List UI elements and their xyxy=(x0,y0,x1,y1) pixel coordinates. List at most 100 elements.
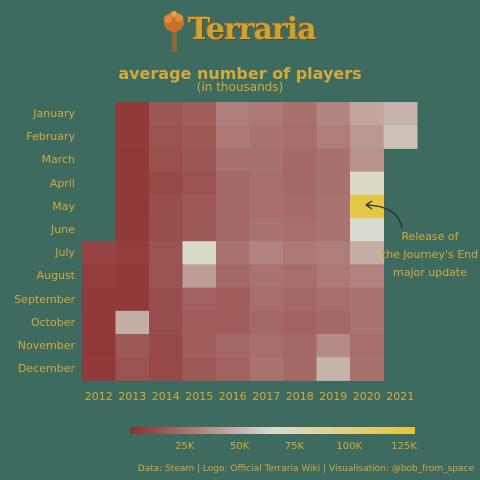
heatmap-cell-2018-june xyxy=(283,218,317,242)
legend-tick-100k: 100K xyxy=(336,441,363,452)
heatmap-cell-2014-april xyxy=(149,171,183,196)
annotation-arrowhead xyxy=(365,200,373,210)
heatmap-cell-2018-march xyxy=(283,148,317,173)
heatmap-cell-2019-december xyxy=(316,357,351,381)
month-label-february: February xyxy=(26,130,75,144)
heatmap-cell-2012-september xyxy=(82,287,116,312)
heatmap-cell-2021-february xyxy=(383,125,418,149)
heatmap-cell-2012-october xyxy=(82,310,116,335)
heatmap-cell-2020-october xyxy=(350,310,384,335)
heatmap-cell-2019-august xyxy=(316,264,351,289)
month-label-november: November xyxy=(17,339,75,352)
heatmap-cell-2016-july xyxy=(216,241,250,265)
heatmap-cell-2016-march xyxy=(216,148,250,173)
heatmap-cell-2019-july xyxy=(316,241,351,265)
month-label-june: June xyxy=(51,223,75,236)
year-label-2013: 2013 xyxy=(118,390,147,403)
year-label-2016: 2016 xyxy=(218,390,247,403)
source-credit: Data: Steam | Logo: Official Terraria Wi… xyxy=(137,464,474,474)
heatmap-cell-2014-october xyxy=(149,310,183,335)
heatmap-cell-2015-june xyxy=(182,218,217,242)
heatmap-cell-2013-september xyxy=(115,287,150,312)
heatmap-cell-2019-june xyxy=(316,218,351,242)
month-label-september: September xyxy=(14,292,75,306)
heatmap-cell-2017-june xyxy=(249,218,284,242)
heatmap-cell-2016-december xyxy=(216,357,250,381)
heatmap-cell-2018-july xyxy=(283,241,317,265)
heatmap-cell-2017-january xyxy=(249,102,284,126)
heatmap-cell-2017-december xyxy=(249,357,284,381)
heatmap-cell-2014-january xyxy=(149,102,183,126)
year-label-2019: 2019 xyxy=(319,390,348,403)
heatmap-cell-2019-september xyxy=(316,287,351,312)
month-label-may: May xyxy=(52,199,75,213)
heatmap-cell-2014-march xyxy=(149,148,183,173)
heatmap-cell-2013-april xyxy=(115,171,150,196)
heatmap-cell-2018-october xyxy=(283,310,317,335)
heatmap-cell-2020-may xyxy=(350,194,384,219)
heatmap-cell-2013-january xyxy=(115,102,150,126)
heatmap-cell-2016-september xyxy=(216,287,250,312)
annotation-line-2: the Journey's End xyxy=(381,248,479,261)
heatmap-cell-2016-october xyxy=(216,310,250,335)
heatmap-cell-2017-october xyxy=(249,310,284,335)
heatmap-cell-2017-july xyxy=(249,241,284,265)
heatmap-cell-2013-june xyxy=(115,218,150,242)
legend-tick-25k: 25K xyxy=(175,441,195,452)
heatmap-cell-2020-february xyxy=(350,125,384,149)
chart-subtitle: (in thousands) xyxy=(196,80,284,94)
heatmap-cell-2020-april xyxy=(350,171,384,196)
heatmap-cell-2015-march xyxy=(182,148,217,173)
heatmap-cell-2018-january xyxy=(283,102,317,126)
month-label-august: August xyxy=(36,269,76,283)
heatmap-cell-2020-december xyxy=(350,357,384,381)
year-label-2018: 2018 xyxy=(285,390,314,403)
month-label-july: July xyxy=(55,246,75,260)
heatmap-cell-2012-november xyxy=(82,334,116,358)
heatmap-cell-2019-october xyxy=(316,310,351,335)
heatmap-cell-2014-december xyxy=(149,357,183,381)
heatmap-cell-2012-december xyxy=(82,357,116,381)
heatmap-cell-2019-april xyxy=(316,171,351,196)
heatmap-cell-2020-march xyxy=(350,148,384,173)
tree-icon xyxy=(164,11,184,52)
heatmap-cell-2015-july xyxy=(182,241,217,265)
heatmap-cell-2015-april xyxy=(182,171,217,196)
heatmap-cell-2018-april xyxy=(283,171,317,196)
legend-tick-125k: 125K xyxy=(391,441,417,452)
heatmap-cell-2018-august xyxy=(283,264,317,289)
heatmap-cell-2015-may xyxy=(182,194,217,219)
heatmap-cell-2020-november xyxy=(350,334,384,358)
annotation-line-3: major update xyxy=(392,266,468,279)
heatmap-cell-2013-march xyxy=(115,148,150,173)
legend-tick-75k: 75K xyxy=(284,441,305,452)
heatmap-cell-2015-october xyxy=(182,310,217,335)
heatmap-cell-2014-november xyxy=(149,334,183,358)
heatmap-cell-2019-january xyxy=(316,102,351,126)
heatmap-cell-2013-february xyxy=(115,125,150,149)
heatmap-cell-2012-july xyxy=(82,241,116,265)
heatmap-cell-2017-march xyxy=(249,148,284,173)
heatmap-cell-2016-june xyxy=(216,218,250,242)
heatmap-cell-2019-november xyxy=(316,334,351,358)
heatmap-cell-2014-july xyxy=(149,241,183,265)
heatmap-cell-2015-february xyxy=(182,125,217,149)
year-label-2015: 2015 xyxy=(185,390,214,403)
heatmap-cell-2015-september xyxy=(182,287,217,312)
heatmap-cell-2017-november xyxy=(249,334,284,358)
heatmap-cell-2020-january xyxy=(350,102,384,126)
logo-text: Terraria xyxy=(188,12,317,47)
year-label-2017: 2017 xyxy=(252,390,281,403)
month-label-october: October xyxy=(30,315,75,329)
heatmap-cell-2014-june xyxy=(149,218,183,242)
heatmap-cell-2016-january xyxy=(216,102,250,126)
heatmap-cell-2017-may xyxy=(249,194,284,219)
heatmap-cell-2015-august xyxy=(182,264,217,289)
heatmap-cell-2016-february xyxy=(216,125,250,149)
heatmap-cell-2018-december xyxy=(283,357,317,381)
heatmap-cell-2018-february xyxy=(283,125,317,149)
year-label-2012: 2012 xyxy=(84,390,113,403)
year-label-2014: 2014 xyxy=(151,390,180,403)
